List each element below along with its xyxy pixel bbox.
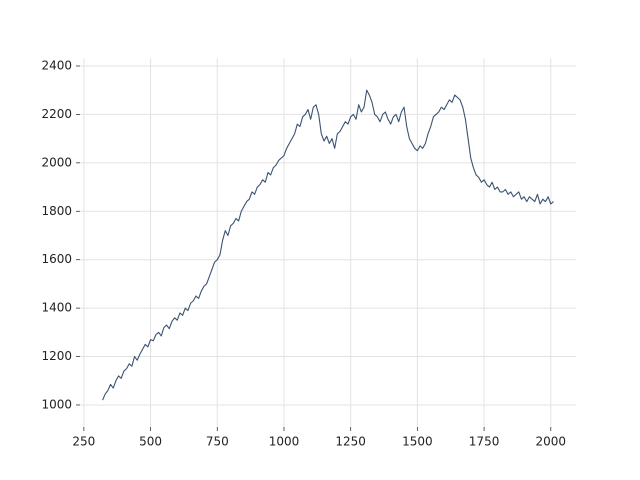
y-tick-label: 1000 <box>41 397 72 411</box>
y-tick-label: 1400 <box>41 301 72 315</box>
x-tick-label: 1750 <box>469 435 500 449</box>
y-tick-label: 1800 <box>41 204 72 218</box>
x-tick-label: 1000 <box>269 435 300 449</box>
line-series <box>102 89 554 401</box>
x-tick-label: 500 <box>139 435 162 449</box>
y-tick-label: 2200 <box>41 107 72 121</box>
x-tick-label: 250 <box>72 435 95 449</box>
x-tick-label: 1500 <box>402 435 433 449</box>
x-tick-label: 750 <box>206 435 229 449</box>
y-tick-label: 1200 <box>41 349 72 363</box>
y-tick-label: 2400 <box>41 58 72 72</box>
x-tick-label: 1250 <box>335 435 366 449</box>
y-tick-label: 2000 <box>41 155 72 169</box>
y-tick-label: 1600 <box>41 252 72 266</box>
x-tick-label: 2000 <box>536 435 567 449</box>
